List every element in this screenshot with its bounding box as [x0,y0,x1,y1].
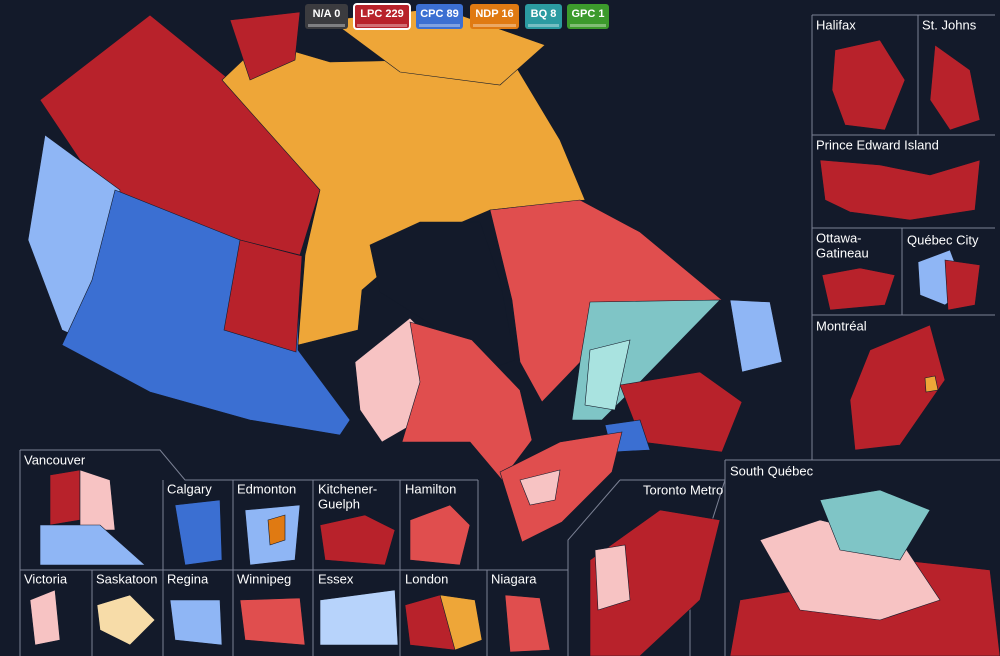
inset-label: Winnipeg [237,572,291,587]
inset-label: Victoria [24,572,68,587]
seat-count: 89 [447,8,459,20]
button-bg [525,4,562,29]
button-label: BQ 8 [531,8,557,20]
button-strip [308,24,345,27]
party-button[interactable]: GPC 1 [567,4,609,29]
party-button[interactable]: LPC 229 [353,3,411,30]
button-strip [357,24,407,27]
inset-label: Halifax [816,18,856,33]
seat-count: 0 [334,8,340,20]
inset-label: Kitchener- [318,482,377,497]
button-strip [528,24,559,27]
region [319,514,396,566]
party-name: LPC [360,8,382,20]
main-map [27,7,783,543]
inset-label: Niagara [491,572,537,587]
inset-label: Saskatoon [96,572,157,587]
region [401,321,533,481]
party-button[interactable]: N/A 0 [305,4,348,29]
button-bg [305,4,348,29]
region [819,159,981,221]
party-name: GPC [571,8,595,20]
region [79,469,116,531]
party-button[interactable]: BQ 8 [525,4,562,29]
region [319,589,399,646]
region [169,599,223,646]
inset-label: St. Johns [922,18,977,33]
region [929,44,981,131]
water [369,221,516,373]
region [229,11,301,81]
region [174,499,223,566]
inset-label: Montréal [816,319,867,334]
region [944,259,981,311]
region [39,524,146,566]
region [409,504,471,566]
party-name: CPC [420,8,443,20]
party-button[interactable]: CPC 89 [416,4,463,29]
region [223,239,303,353]
inset-label: Edmonton [237,482,296,497]
seat-count: 1 [598,8,604,20]
inset-label: South Québec [730,464,814,479]
region [819,489,931,561]
inset-label: Guelph [318,497,360,512]
inset-label: Calgary [167,482,212,497]
region [439,594,483,651]
region [519,469,561,506]
inset-label: London [405,572,448,587]
button-label: GPC 1 [571,8,604,20]
region [831,39,906,131]
region [849,324,946,451]
region [924,375,939,393]
region [267,514,286,546]
inset-frame [19,449,568,656]
region [594,544,631,611]
inset-label: Regina [167,572,209,587]
seat-count: 16 [501,8,513,20]
inset-label: Québec City [907,233,979,248]
party-button[interactable]: NDP 16 [470,4,519,29]
inset-label: Toronto Metro [643,483,723,498]
seat-count: 229 [385,8,403,20]
inset-label: Essex [318,572,354,587]
region [584,339,631,411]
inset-label: Vancouver [24,453,86,468]
party-name: N/A [313,8,332,20]
inset-label: Prince Edward Island [816,138,939,153]
button-label: NDP 16 [475,8,513,20]
inset-label: Gatineau [816,246,869,261]
inset-frames [19,14,1000,656]
region [96,594,156,646]
party-name: NDP [475,8,498,20]
region [504,594,551,653]
region [49,469,81,526]
button-strip [473,24,516,27]
button-strip [419,24,460,27]
button-bg [470,4,519,29]
party-name: BQ [531,8,548,20]
inset-label: Hamilton [405,482,456,497]
button-bg [567,4,609,29]
region [821,267,896,311]
region [499,431,623,543]
inset-maps [29,39,1000,656]
button-label: CPC 89 [420,8,459,20]
button-bg [416,4,463,29]
region [729,299,783,373]
region [29,589,61,646]
button-strip [570,24,606,27]
seat-count: 8 [550,8,556,20]
region [239,597,306,646]
inset-label: Ottawa- [816,231,862,246]
button-bg [353,3,411,30]
button-label: LPC 229 [360,8,403,20]
button-label: N/A 0 [313,8,341,20]
